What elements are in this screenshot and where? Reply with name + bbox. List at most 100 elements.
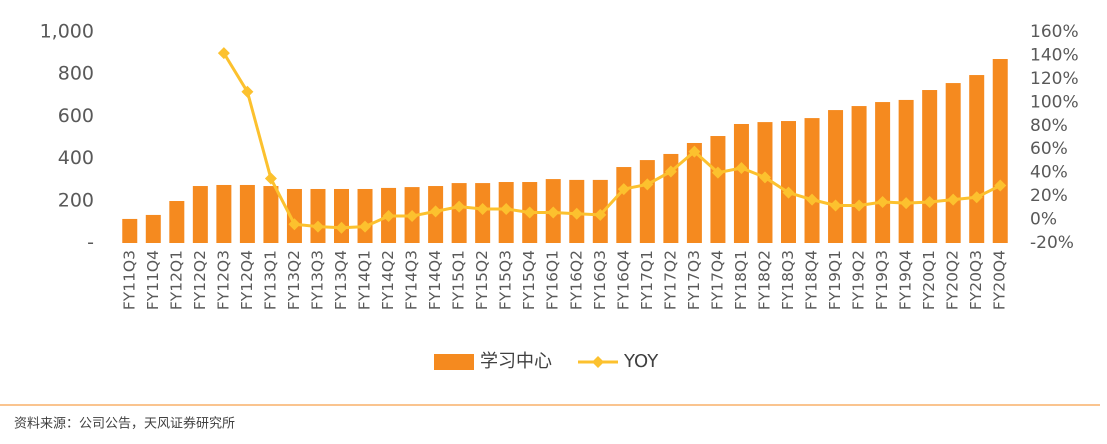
x-tick-label: FY19Q3 (873, 250, 891, 310)
x-tick-label: FY15Q4 (520, 250, 538, 310)
marker (970, 191, 983, 204)
marker (688, 145, 701, 158)
x-tick-label: FY12Q1 (167, 250, 185, 310)
bar (286, 188, 302, 243)
y2-tick-label: 20% (1030, 186, 1068, 206)
marker (241, 85, 254, 98)
marker (923, 195, 936, 208)
legend-label: YOY (623, 351, 659, 372)
x-tick-label: FY18Q3 (779, 250, 797, 310)
bar (451, 183, 467, 243)
bar (122, 218, 138, 243)
legend-swatch (434, 354, 474, 370)
bar (804, 118, 820, 243)
y-tick-label: 400 (58, 147, 94, 169)
x-tick-label: FY16Q1 (544, 250, 562, 310)
bar (334, 188, 349, 243)
marker (947, 193, 960, 206)
x-tick-label: FY20Q1 (920, 250, 938, 310)
x-tick-label: FY16Q4 (614, 250, 632, 310)
x-tick-label: FY14Q4 (426, 250, 444, 310)
source-note: 资料来源：公司公告，天风证券研究所 (14, 416, 235, 432)
x-tick-label: FY13Q3 (308, 250, 326, 310)
marker (429, 205, 442, 218)
y2-tick-label: 160% (1030, 22, 1079, 42)
bar (310, 188, 326, 243)
x-tick-label: FY19Q2 (850, 250, 868, 310)
x-tick-label: FY20Q4 (991, 250, 1009, 310)
bar (663, 153, 679, 243)
bar (192, 186, 208, 243)
line (222, 52, 1001, 230)
marker (641, 178, 654, 191)
bar (851, 106, 867, 243)
marker (311, 220, 324, 233)
x-tick-label: FY13Q2 (285, 250, 303, 310)
marker (406, 210, 419, 223)
marker (594, 208, 607, 221)
x-tick-label: FY18Q4 (803, 250, 821, 310)
x-tick-label: FY15Q1 (450, 250, 468, 310)
marker (829, 199, 842, 212)
x-tick-label: FY14Q2 (379, 250, 397, 310)
marker (335, 221, 348, 234)
y2-tick-label: 80% (1030, 116, 1068, 136)
bar (616, 167, 632, 243)
x-tick-label: FY19Q4 (897, 250, 915, 310)
y2-tick-label: 60% (1030, 139, 1068, 159)
x-tick-label: FY15Q3 (497, 250, 515, 310)
x-tick-label: FY20Q3 (967, 250, 985, 310)
marker (476, 203, 489, 216)
marker (217, 47, 230, 60)
bar (239, 184, 255, 243)
marker (900, 197, 913, 210)
y2-tick-label: -20% (1030, 233, 1074, 253)
marker (782, 186, 795, 199)
x-tick-label: FY16Q2 (567, 250, 585, 310)
x-tick-label: FY14Q1 (356, 250, 374, 310)
marker (711, 166, 724, 179)
bar (828, 110, 844, 243)
marker (994, 179, 1007, 192)
bar (733, 123, 749, 243)
y-tick-label: 200 (58, 189, 94, 211)
marker (876, 195, 889, 208)
marker (359, 220, 372, 233)
marker (570, 207, 583, 220)
marker (453, 200, 466, 213)
bar (216, 184, 232, 243)
marker (500, 203, 513, 216)
legend-marker (592, 356, 604, 368)
x-tick-label: FY12Q4 (238, 250, 256, 310)
marker (264, 172, 277, 185)
x-tick-label: FY14Q3 (403, 250, 421, 310)
bar (992, 59, 1008, 244)
x-tick-label: FY16Q3 (591, 250, 609, 310)
bar (357, 188, 373, 243)
x-tick-label: FY11Q4 (144, 250, 162, 310)
y-tick-label: - (87, 232, 94, 254)
marker (735, 161, 748, 174)
marker (547, 206, 560, 219)
x-tick-label: FY12Q3 (214, 250, 232, 310)
marker (288, 218, 301, 231)
bar (898, 99, 914, 243)
x-tick-label: FY17Q3 (685, 250, 703, 310)
bar (945, 83, 961, 243)
marker (382, 210, 395, 223)
bar (710, 136, 726, 243)
legend-label: 学习中心 (480, 351, 552, 372)
marker (758, 171, 771, 184)
x-tick-label: FY13Q4 (332, 250, 350, 310)
marker (853, 199, 866, 212)
bar (686, 142, 702, 243)
bar (639, 160, 655, 243)
x-tick-label: FY17Q1 (638, 250, 656, 310)
y2-tick-label: 0% (1030, 210, 1057, 230)
bar (969, 75, 985, 243)
x-tick-label: FY20Q2 (944, 250, 962, 310)
x-tick-label: FY18Q2 (755, 250, 773, 310)
marker (523, 206, 536, 219)
x-tick-label: FY17Q2 (661, 250, 679, 310)
